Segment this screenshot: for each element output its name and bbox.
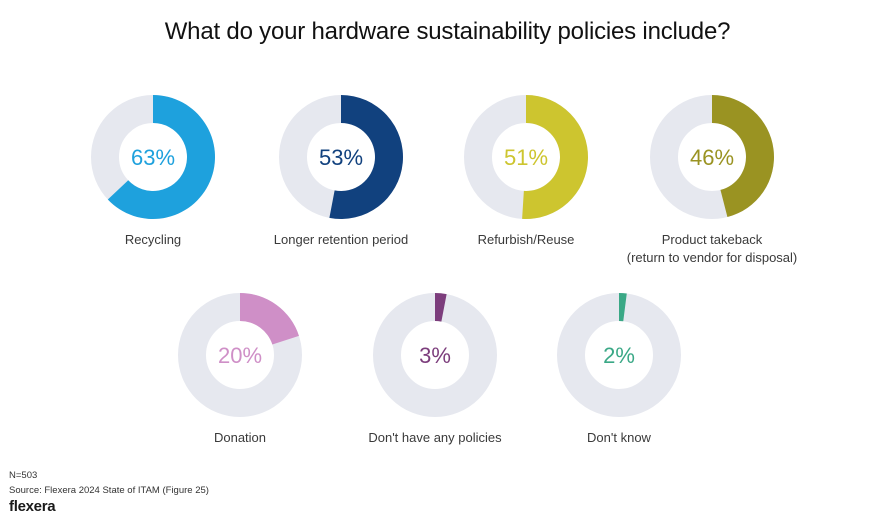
brand-logo: flexera (9, 498, 56, 515)
donut-value-arc (522, 95, 589, 220)
donut-category-label-line2: (return to vendor for disposal) (627, 250, 798, 265)
donut-value-arc (107, 95, 215, 219)
donut-value-arc (240, 293, 299, 345)
source-note: Source: Flexera 2024 State of ITAM (Figu… (9, 485, 209, 496)
sample-size: N=503 (9, 470, 38, 481)
donut-longer-retention-period: 53% Longer retention period (274, 95, 408, 247)
donut-category-label: Donation (214, 430, 266, 445)
chart-title: What do your hardware sustainability pol… (164, 18, 731, 45)
donut-value-label: 53% (319, 145, 363, 170)
donut-value-label: 63% (131, 145, 175, 170)
donut-category-label: Don't know (587, 430, 652, 445)
donut-category-label: Longer retention period (274, 232, 408, 247)
donut-value-arc (712, 95, 775, 218)
donut-value-label: 3% (419, 343, 451, 368)
donut-value-label: 20% (218, 343, 262, 368)
donut-recycling: 63% Recycling (91, 95, 215, 247)
donut-value-arc (329, 95, 404, 219)
donut-value-label: 46% (690, 145, 734, 170)
donut-value-label: 51% (504, 145, 548, 170)
donut-don-t-have-any-policies: 3% Don't have any policies (368, 293, 502, 445)
donut-don-t-know: 2% Don't know (557, 293, 681, 445)
donut-value-arc (435, 293, 447, 322)
donut-donation: 20% Donation (178, 293, 302, 445)
donut-refurbish-reuse: 51% Refurbish/Reuse (464, 95, 589, 247)
donut-category-label: Don't have any policies (368, 430, 502, 445)
donut-value-label: 2% (603, 343, 635, 368)
donut-category-label: Product takeback (662, 232, 763, 247)
donut-category-label: Refurbish/Reuse (478, 232, 575, 247)
donut-category-label: Recycling (125, 232, 181, 247)
donut-product-takeback: 46% Product takeback (return to vendor for… (627, 95, 798, 265)
donut-value-arc (619, 293, 627, 322)
